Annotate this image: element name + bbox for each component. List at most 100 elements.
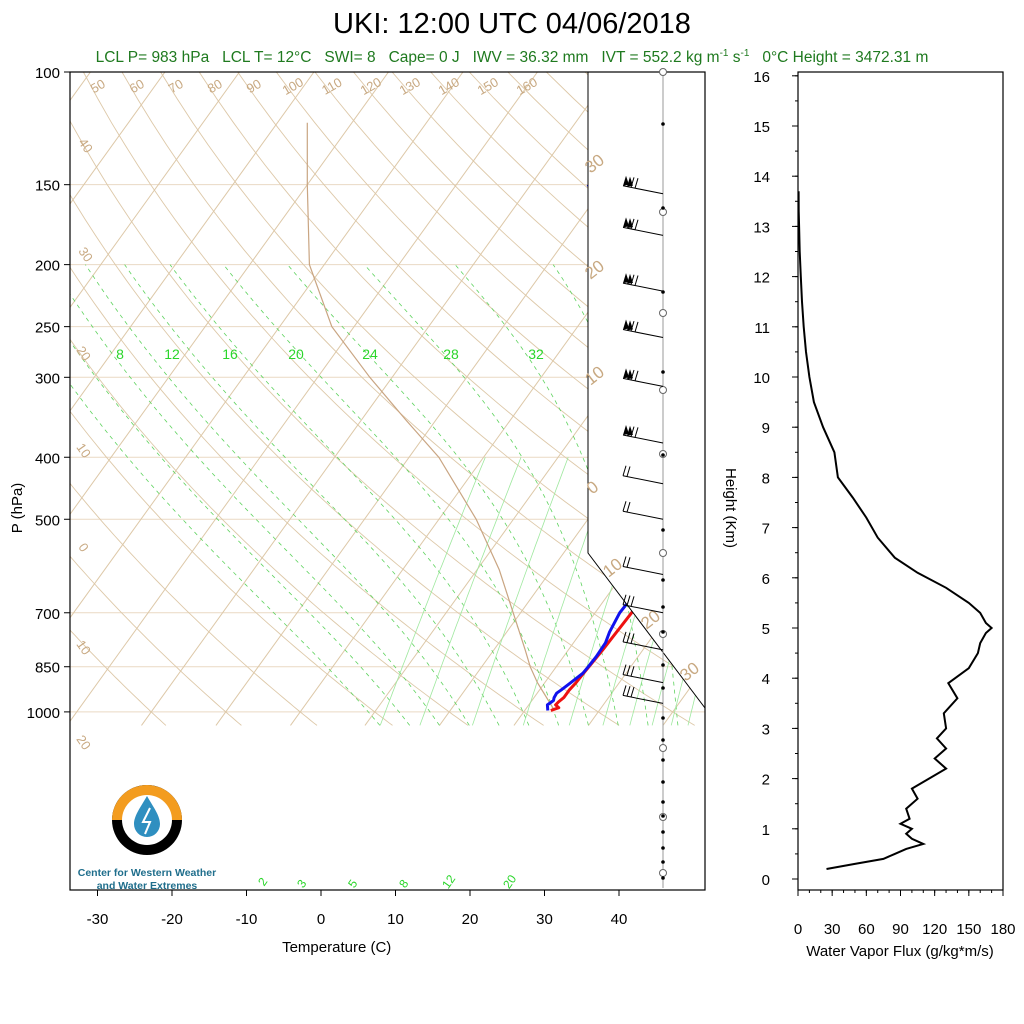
dry-adiabat-line (237, 72, 705, 516)
barb-level-dot (661, 814, 665, 818)
swi-value: SWI= 8 (324, 49, 376, 67)
flux-y-tick-label: 16 (753, 69, 770, 86)
mixing-ratio-label: 8 (116, 346, 124, 362)
dry-adiabat-line (314, 72, 705, 436)
isotherm-label: 110 (319, 74, 344, 97)
dry-adiabat-line (121, 72, 705, 643)
wind-barb-flag (626, 632, 631, 643)
cw3e-logo (112, 785, 182, 855)
mixing-ratio-line (472, 457, 569, 726)
dry-adiabat-line (70, 555, 242, 726)
isotherm-label: 0 (75, 540, 91, 555)
x-axis-label: Temperature (C) (282, 939, 391, 956)
mixing-ratio-label: 12 (164, 346, 180, 362)
wind-barb-flag (622, 465, 627, 476)
wind-barb (622, 175, 664, 195)
flux-y-tick-label: 12 (753, 270, 770, 287)
wind-barb-shaft (622, 475, 664, 485)
isotherm-label: 60 (127, 76, 147, 96)
flux-x-tick-label: 0 (794, 921, 802, 938)
mixing-ratio-label: 32 (528, 346, 544, 362)
barb-level-dot (661, 876, 665, 880)
wind-barb (622, 465, 664, 485)
isotherm-label: 150 (475, 74, 501, 98)
flux-y-tick-label: 14 (753, 169, 770, 186)
flux-x-tick-label: 150 (956, 921, 981, 938)
wind-barb-shaft (622, 377, 664, 387)
ivt-value: IVT = 552.2 kg m-1 s-1 (601, 48, 750, 67)
mixing-ratio-label: 24 (362, 346, 378, 362)
wind-barb-flag (622, 631, 627, 643)
isotherm-label: 70 (166, 76, 186, 96)
isotherm-line (70, 72, 240, 309)
flux-x-tick-label: 180 (990, 921, 1015, 938)
moist-adiabat-line (70, 340, 411, 726)
wind-barb-flag (630, 686, 635, 698)
y-tick-label: 700 (35, 606, 60, 623)
x-tick-label: 20 (462, 911, 479, 928)
dry-adiabat-line (275, 72, 705, 476)
wind-barb-shaft (622, 185, 664, 195)
wind-barb-flag (634, 370, 639, 381)
barb-level-dot (661, 578, 665, 582)
moist-adiabat-line (169, 264, 530, 726)
dry-adiabat-line (70, 338, 469, 726)
mixing-ratio-label: 2 (255, 875, 270, 889)
isotherm-label: 100 (280, 74, 306, 98)
isotherm-label: 80 (205, 76, 225, 96)
dry-adiabat-line (70, 120, 695, 726)
plot-frame (69, 71, 706, 891)
isotherm-line (70, 72, 315, 412)
wind-barb-flag (630, 666, 635, 677)
wind-barb (622, 556, 664, 576)
lcl-pressure: LCL P= 983 hPa (95, 49, 210, 67)
mixing-ratio-line (379, 457, 486, 726)
wind-barb-pennant (623, 319, 629, 330)
y-tick-label: 200 (35, 258, 60, 275)
isotherm-label: 140 (436, 74, 462, 98)
isotherm-label: 10 (73, 637, 94, 657)
wind-barb (622, 424, 664, 444)
barb-level-dot (661, 738, 665, 742)
parcel-curve (306, 122, 556, 711)
isotherm-label: 10 (73, 440, 94, 460)
moist-adiabat-line (364, 264, 619, 726)
wind-barb-shaft (622, 604, 664, 614)
logo-text-line1: Center for Western Weather (78, 867, 216, 879)
wind-barb-shaft (622, 329, 664, 339)
iwv-value: IWV = 36.32 mm (472, 49, 589, 67)
wind-barb-flag (622, 685, 627, 696)
isotherm-line (513, 459, 705, 726)
wind-barb (622, 217, 664, 236)
wind-barb (622, 319, 664, 339)
isotherm-line (70, 72, 464, 619)
flux-y-tick-label: 5 (762, 621, 770, 638)
flux-x-axis-label: Water Vapor Flux (g/kg*m/s) (806, 943, 994, 960)
y-tick-label: 300 (35, 370, 60, 387)
wind-barb-pennant (623, 368, 629, 379)
barb-level-dot (661, 122, 665, 126)
lcl-temperature: LCL T= 12°C (222, 49, 312, 67)
wind-barb-flag (630, 633, 635, 644)
moist-adiabat-line (85, 264, 470, 726)
flux-y-axis-label: Height (Km) (722, 468, 739, 548)
wind-barb-flag (630, 218, 635, 230)
isotherm-label: 20 (73, 732, 94, 752)
mixing-ratio-label: 3 (294, 877, 309, 891)
barb-level-dot (661, 860, 665, 864)
mixing-ratio-label: 16 (222, 346, 238, 362)
flux-y-tick-label: 2 (762, 772, 770, 789)
wind-barb-shaft (622, 566, 664, 576)
isotherm-line (70, 72, 389, 516)
barb-level-dot (661, 630, 665, 634)
wind-barb-flag (622, 556, 627, 567)
mixing-ratio-line (419, 457, 522, 726)
wind-barb-shaft (622, 510, 664, 520)
chart-subtitle: LCL P= 983 hPa LCL T= 12°C SWI= 8 Cape= … (0, 48, 1024, 67)
barb-level-circle (659, 386, 667, 394)
wind-barb-flag (622, 501, 627, 512)
wind-barb-flag (630, 320, 635, 332)
barb-level-dot (661, 716, 665, 720)
barb-level-dot (661, 800, 665, 804)
y-tick-label: 100 (35, 65, 60, 82)
